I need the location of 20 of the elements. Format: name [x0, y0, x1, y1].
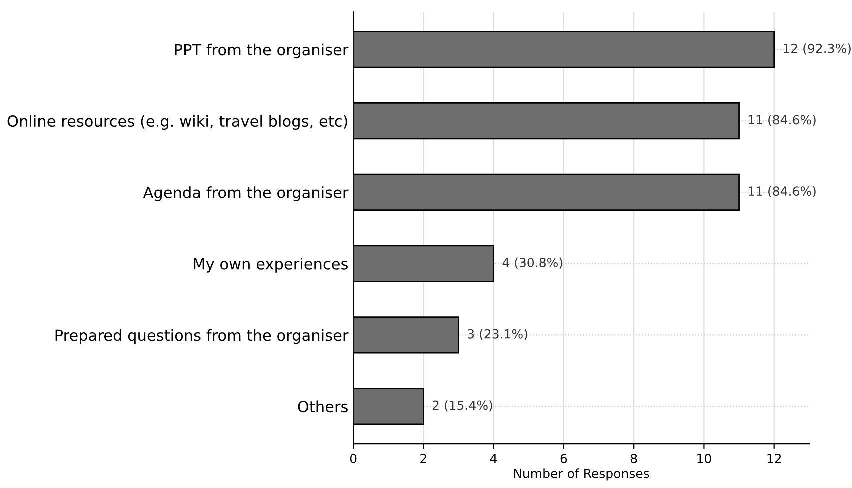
x-tick-label: 12 — [768, 454, 782, 464]
x-tick-label: 10 — [698, 454, 712, 464]
x-tick-label: 0 — [350, 454, 357, 464]
x-tick-label: 4 — [490, 454, 498, 464]
data-label: 11 (84.6%) — [748, 115, 816, 126]
data-label: 2 (15.4%) — [432, 400, 492, 412]
y-tick-label: PPT from the organiser — [175, 44, 349, 59]
x-tick-label: 2 — [420, 454, 426, 464]
data-label: 4 (30.8%) — [502, 258, 562, 269]
data-label: 11 (84.6%) — [748, 186, 816, 198]
y-tick-label: Online resources (e.g. wiki, travel blogs, etc) — [8, 115, 348, 130]
x-axis-title: Number of Responses — [514, 468, 650, 481]
x-tick-label: 8 — [630, 454, 638, 464]
y-tick-label: Prepared questions from the organiser — [56, 329, 349, 344]
y-tick-label: My own experiences — [194, 258, 348, 273]
x-tick-label: 6 — [560, 454, 568, 464]
y-tick-label: Agenda from the organiser — [143, 186, 349, 202]
data-label: 3 (23.1%) — [468, 329, 528, 340]
y-tick-label: Others — [298, 400, 348, 413]
data-label: 12 (92.3%) — [784, 44, 851, 55]
